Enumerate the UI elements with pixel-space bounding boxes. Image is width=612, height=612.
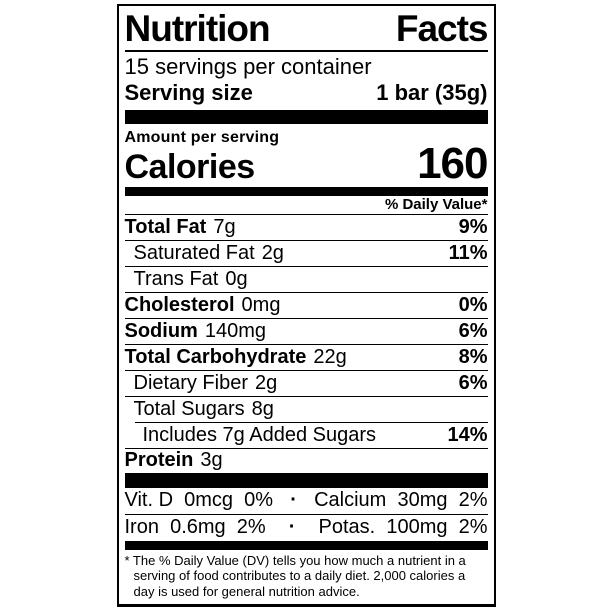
nutrient-amount: 7g — [213, 215, 236, 238]
serving-size-label: Serving size — [124, 79, 253, 105]
nutrient-row-sodium: Sodium 140mg 6% — [124, 317, 488, 344]
micronutrient-left: Vit. D 0mcg 0% — [124, 489, 274, 511]
nutrient-row-dietary-fiber: Dietary Fiber 2g 6% — [124, 369, 488, 396]
medium-separator-bar — [124, 540, 488, 550]
nutrient-amount: 3g — [200, 448, 223, 471]
nutrient-row-saturated-fat: Saturated Fat 2g 11% — [124, 239, 488, 266]
nutrient-row-total-carbohydrate: Total Carbohydrate 22g 8% — [124, 343, 488, 370]
nutrient-dv: 14% — [447, 423, 488, 446]
nutrient-amount: 2g — [261, 241, 284, 264]
nutrient-row-cholesterol: Cholesterol 0mg 0% — [124, 291, 488, 318]
nutrient-name: Cholesterol — [124, 293, 235, 316]
label-title: Nutrition Facts — [124, 8, 489, 50]
nutrient-name: Total Carbohydrate — [124, 345, 307, 368]
calories-value: 160 — [417, 138, 488, 188]
nutrient-dv: 6% — [458, 371, 488, 394]
calories-label: Calories — [124, 147, 256, 186]
servings-per-container: 15 servings per container — [124, 53, 372, 79]
nutrient-dv: 11% — [448, 241, 488, 264]
nutrient-amount: 140mg — [204, 319, 266, 342]
amount-per-serving-label: Amount per serving — [124, 128, 280, 146]
micronutrient-left: Iron 0.6mg 2% — [124, 515, 266, 538]
medium-separator-bar — [124, 186, 488, 196]
thick-separator-bar — [124, 472, 488, 488]
bullet-separator: · — [288, 515, 296, 538]
thick-separator-bar — [124, 109, 488, 124]
nutrient-name: Includes 7g Added Sugars — [142, 423, 377, 446]
nutrient-name: Total Sugars — [133, 397, 245, 420]
micronutrient-row-2: Iron 0.6mg 2% · Potas. 100mg 2% — [124, 513, 488, 540]
calories-row: Calories 160 — [124, 138, 489, 188]
nutrient-row-added-sugars: Includes 7g Added Sugars 14% — [134, 421, 488, 448]
nutrient-name: Saturated Fat — [133, 241, 255, 264]
nutrient-row-total-sugars: Total Sugars 8g — [124, 395, 488, 422]
nutrient-name: Sodium — [124, 319, 198, 342]
label-title-word-facts: Facts — [395, 8, 489, 49]
nutrient-name: Total Fat — [124, 215, 207, 238]
nutrient-dv: 8% — [458, 345, 488, 368]
nutrient-dv: 6% — [458, 319, 488, 342]
daily-value-header: % Daily Value* — [384, 195, 488, 213]
nutrient-name: Trans Fat — [133, 267, 219, 290]
nutrient-row-total-fat: Total Fat 7g 9% — [124, 213, 488, 240]
serving-size-value: 1 bar (35g) — [376, 79, 488, 105]
nutrient-dv: 0% — [458, 293, 488, 316]
title-divider — [124, 50, 488, 52]
micronutrient-right: Calcium 30mg 2% — [314, 489, 488, 511]
nutrient-name: Dietary Fiber — [133, 371, 248, 394]
micronutrient-right: Potas. 100mg 2% — [318, 515, 488, 538]
nutrient-amount: 2g — [254, 371, 278, 394]
nutrient-name: Protein — [124, 448, 194, 471]
bullet-separator: · — [290, 489, 297, 511]
nutrient-amount: 22g — [313, 345, 347, 368]
nutrient-amount: 0g — [225, 267, 248, 290]
label-title-word-nutrition: Nutrition — [124, 8, 271, 49]
nutrient-amount: 0mg — [241, 293, 281, 316]
serving-size-row: Serving size 1 bar (35g) — [125, 79, 488, 106]
nutrient-row-protein: Protein 3g — [124, 447, 488, 472]
nutrient-amount: 8g — [251, 397, 274, 420]
micronutrient-row-1: Vit. D 0mcg 0% · Calcium 30mg 2% — [125, 488, 488, 514]
nutrient-dv: 9% — [458, 215, 488, 238]
nutrient-row-trans-fat: Trans Fat 0g — [124, 265, 488, 292]
daily-value-footnote: * The % Daily Value (DV) tells you how m… — [124, 552, 466, 599]
nutrition-facts-label: Nutrition Facts 15 servings per containe… — [116, 4, 496, 607]
